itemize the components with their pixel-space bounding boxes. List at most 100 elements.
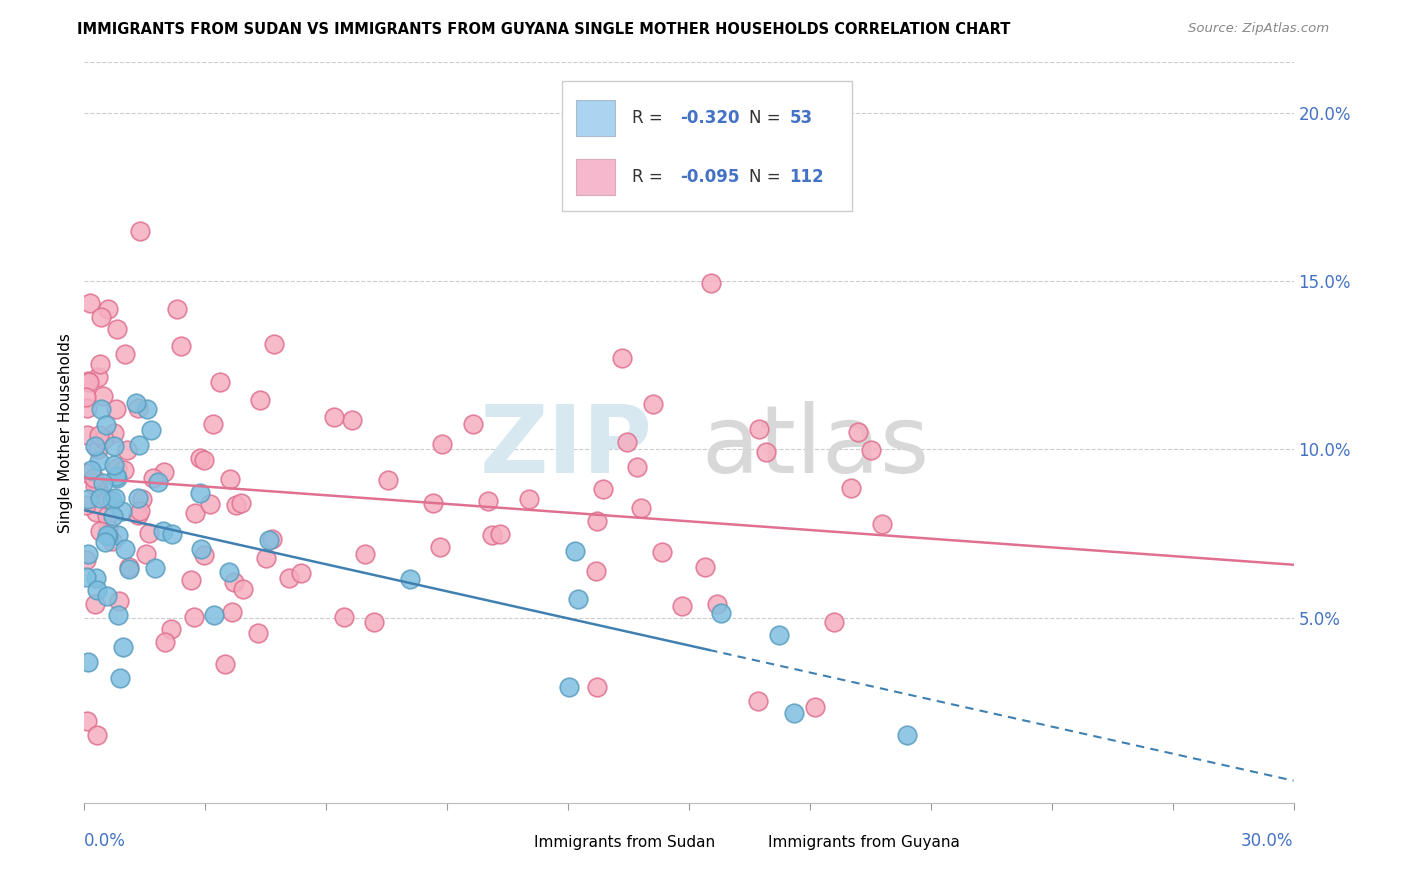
Point: [202, 608, 225, 623]
Point: [114, 542, 136, 557]
Point: [256, 551, 278, 566]
Text: Immigrants from Sudan: Immigrants from Sudan: [534, 835, 716, 849]
Point: [77, 491, 100, 506]
Point: [166, 301, 188, 316]
Text: atlas: atlas: [702, 401, 929, 493]
Point: [127, 508, 149, 522]
Point: [129, 504, 152, 518]
Point: [84, 439, 107, 453]
Point: [225, 498, 247, 512]
Point: [87, 481, 110, 495]
Point: [160, 622, 183, 636]
Point: [112, 463, 135, 477]
Point: [841, 481, 863, 495]
Point: [96, 589, 118, 603]
Text: N =: N =: [749, 169, 786, 186]
Point: [870, 517, 893, 532]
Point: [585, 564, 607, 578]
Point: [214, 657, 236, 671]
Point: [377, 473, 399, 487]
Text: ZIP: ZIP: [479, 401, 652, 493]
Point: [86, 477, 108, 491]
Point: [89, 357, 111, 371]
Point: [755, 445, 778, 459]
Point: [127, 401, 149, 415]
Point: [97, 301, 120, 316]
Text: R =: R =: [633, 169, 668, 186]
Point: [290, 566, 312, 580]
Point: [190, 542, 212, 557]
Point: [105, 470, 128, 484]
Point: [135, 547, 157, 561]
Point: [616, 435, 638, 450]
Point: [398, 572, 420, 586]
FancyBboxPatch shape: [502, 832, 529, 851]
Point: [208, 375, 231, 389]
Point: [190, 485, 212, 500]
Point: [198, 497, 221, 511]
Point: [481, 527, 503, 541]
Point: [222, 574, 245, 589]
Point: [630, 500, 652, 515]
Point: [75, 552, 97, 566]
Point: [141, 423, 163, 437]
Point: [651, 544, 673, 558]
Text: Source: ZipAtlas.com: Source: ZipAtlas.com: [1188, 22, 1329, 36]
Point: [84, 571, 107, 585]
Point: [138, 526, 160, 541]
Point: [586, 680, 609, 694]
Point: [260, 532, 283, 546]
Point: [202, 417, 225, 431]
Point: [128, 438, 150, 452]
Point: [354, 547, 377, 561]
Point: [219, 472, 242, 486]
Point: [83, 597, 105, 611]
Point: [105, 402, 128, 417]
Point: [429, 541, 451, 555]
Point: [332, 609, 354, 624]
Point: [162, 527, 184, 541]
Point: [626, 459, 648, 474]
Point: [461, 417, 484, 431]
Point: [86, 582, 108, 597]
Point: [96, 527, 118, 541]
Point: [170, 339, 193, 353]
Point: [263, 337, 285, 351]
Point: [135, 402, 157, 417]
Point: [768, 628, 790, 642]
Point: [76, 428, 98, 442]
Point: [846, 425, 869, 439]
Point: [671, 599, 693, 614]
Text: N =: N =: [749, 109, 786, 127]
Y-axis label: Single Mother Households: Single Mother Households: [58, 333, 73, 533]
Point: [706, 597, 728, 611]
Point: [111, 504, 134, 518]
Point: [101, 533, 124, 548]
Point: [83, 479, 105, 493]
Point: [184, 506, 207, 520]
Point: [229, 496, 252, 510]
FancyBboxPatch shape: [735, 832, 762, 851]
Point: [108, 594, 131, 608]
Point: [477, 494, 499, 508]
Text: R =: R =: [633, 109, 668, 127]
Point: [96, 508, 118, 523]
Point: [86, 729, 108, 743]
Point: [104, 468, 127, 483]
Text: -0.095: -0.095: [681, 169, 740, 186]
Text: -0.320: -0.320: [681, 109, 740, 127]
Point: [860, 443, 883, 458]
Point: [89, 491, 111, 505]
Point: [91, 389, 114, 403]
Point: [558, 680, 581, 694]
Point: [322, 410, 344, 425]
Point: [128, 224, 150, 238]
Point: [278, 571, 301, 585]
Point: [87, 428, 110, 442]
Point: [125, 395, 148, 409]
Point: [75, 466, 97, 480]
Point: [75, 570, 97, 584]
Point: [432, 437, 454, 451]
Point: [105, 461, 128, 475]
Point: [87, 370, 110, 384]
